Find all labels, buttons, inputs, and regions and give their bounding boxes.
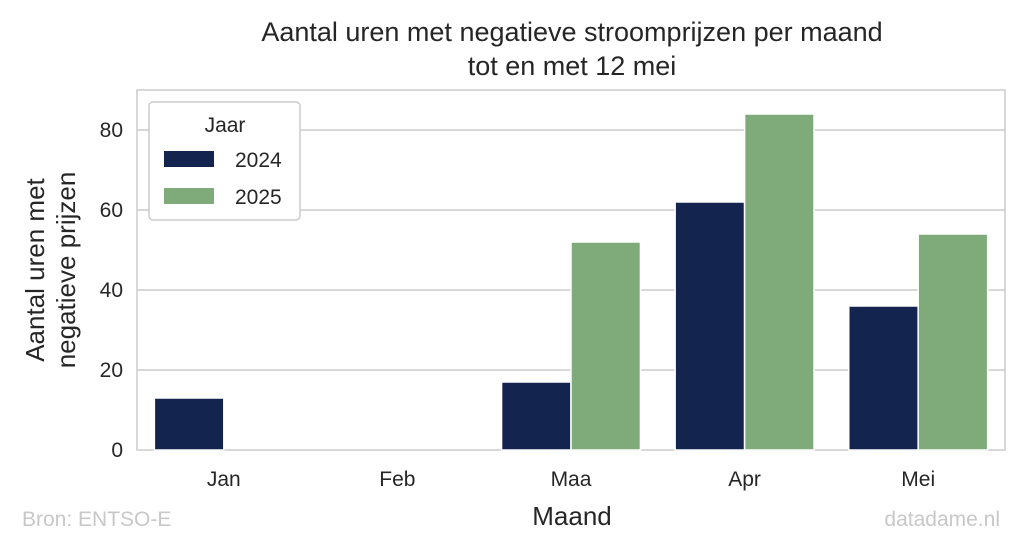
x-tick-label: Jan bbox=[207, 468, 241, 491]
y-tick-labels: 0 20 40 60 80 bbox=[100, 119, 123, 462]
bar-2024-Maa bbox=[500, 381, 572, 451]
legend-label-2024: 2024 bbox=[235, 149, 282, 172]
legend-title: Jaar bbox=[205, 114, 246, 137]
legend-label-2025: 2025 bbox=[235, 186, 282, 209]
source-note: Bron: ENTSO-E bbox=[22, 508, 171, 531]
x-axis-label: Maand bbox=[532, 501, 612, 531]
y-tick-label: 80 bbox=[100, 119, 123, 142]
bars bbox=[153, 113, 989, 451]
y-tick-label: 20 bbox=[100, 359, 123, 382]
bar-2024-Mei bbox=[848, 305, 919, 451]
bar-2025-Apr bbox=[743, 113, 815, 451]
bar-2024-Apr bbox=[674, 201, 746, 451]
brand-watermark: datadame.nl bbox=[884, 508, 1000, 531]
bar-2025-Mei bbox=[917, 233, 989, 451]
x-tick-label: Mei bbox=[901, 468, 935, 491]
legend-swatch-2024 bbox=[164, 151, 214, 167]
y-tick-label: 60 bbox=[100, 199, 123, 222]
chart-title-line-1: Aantal uren met negatieve stroomprijzen … bbox=[261, 17, 882, 47]
legend-swatch-2025 bbox=[164, 188, 214, 204]
x-tick-label: Feb bbox=[379, 468, 415, 491]
y-tick-label: 40 bbox=[100, 279, 123, 302]
bar-2025-Maa bbox=[570, 241, 642, 451]
legend: Jaar 2024 2025 bbox=[148, 101, 301, 221]
x-tick-labels: Jan Feb Maa Apr Mei bbox=[207, 468, 935, 491]
y-tick-label: 0 bbox=[111, 439, 123, 462]
chart-title-line-2: tot en met 12 mei bbox=[468, 51, 677, 81]
y-axis-label-line-2: negatieve prijzen bbox=[51, 172, 81, 369]
x-tick-label: Maa bbox=[551, 468, 592, 491]
y-axis-label-line-1: Aantal uren met bbox=[20, 177, 50, 361]
x-tick-label: Apr bbox=[728, 468, 761, 491]
bar-2024-Jan bbox=[153, 397, 225, 451]
